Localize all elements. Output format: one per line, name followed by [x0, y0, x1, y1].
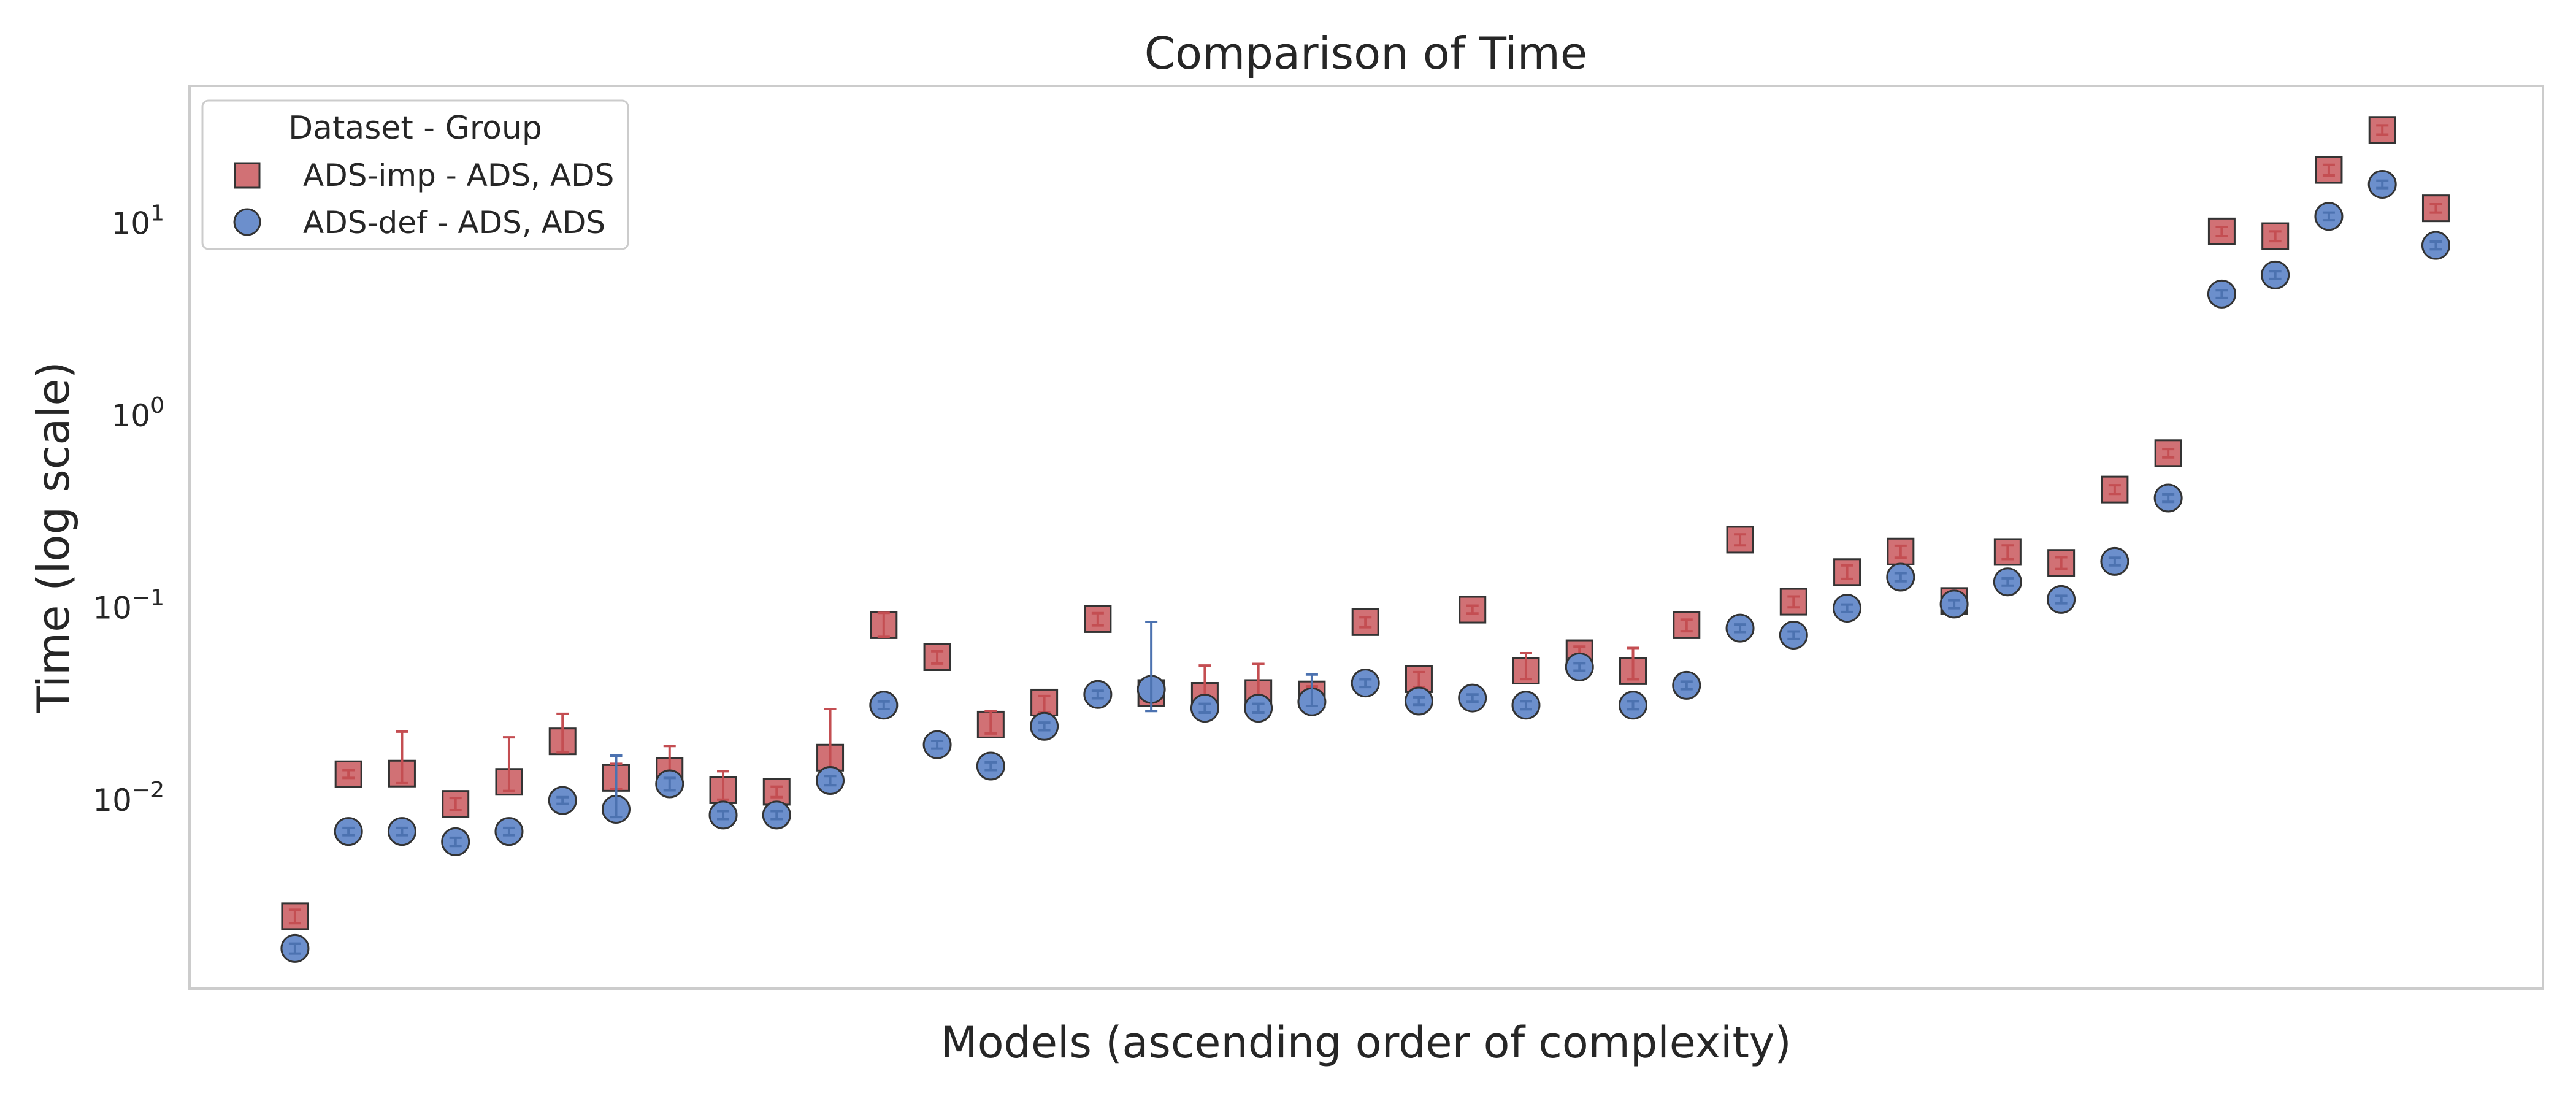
error-bars: [288, 124, 2442, 925]
error-bars: [288, 179, 2442, 955]
y-tick-label: 10−1: [93, 586, 164, 626]
series-ads-imp: [281, 116, 2450, 930]
legend-label-ads-imp: ADS-imp - ADS, ADS: [303, 158, 614, 193]
y-tick-label: 10−2: [93, 778, 164, 818]
y-tick-exponent: −2: [132, 778, 164, 803]
data-point-square: [1993, 538, 2022, 566]
series-ads-def: [280, 169, 2450, 963]
y-tick-base: 10: [93, 783, 132, 818]
y-tick-label: 101: [111, 201, 164, 241]
legend: Dataset - Group ADS-imp - ADS, ADS ADS-d…: [201, 99, 629, 250]
y-tick-exponent: 1: [150, 201, 164, 226]
y-axis-label: Time (log scale): [28, 361, 79, 713]
data-point-square: [1779, 588, 1807, 616]
data-point-square: [1084, 605, 1112, 633]
legend-box: [201, 99, 629, 250]
legend-label-ads-def: ADS-def - ADS, ADS: [303, 205, 605, 240]
legend-marker-square: [234, 162, 261, 189]
data-point-square: [1351, 608, 1379, 636]
y-tick-base: 10: [93, 591, 132, 626]
chart-title: Comparison of Time: [1144, 28, 1587, 79]
legend-marker-circle: [233, 208, 261, 236]
x-axis-label: Models (ascending order of complexity): [940, 1018, 1791, 1068]
legend-title: Dataset - Group: [288, 110, 542, 147]
y-tick-label: 100: [111, 393, 164, 434]
data-point-square: [2368, 116, 2396, 144]
y-tick-base: 10: [111, 205, 150, 241]
data-point-square: [923, 643, 951, 671]
data-point-square: [2261, 222, 2290, 250]
y-tick-base: 10: [111, 398, 150, 434]
y-tick-exponent: 0: [150, 393, 164, 418]
y-tick-exponent: −1: [132, 586, 164, 611]
